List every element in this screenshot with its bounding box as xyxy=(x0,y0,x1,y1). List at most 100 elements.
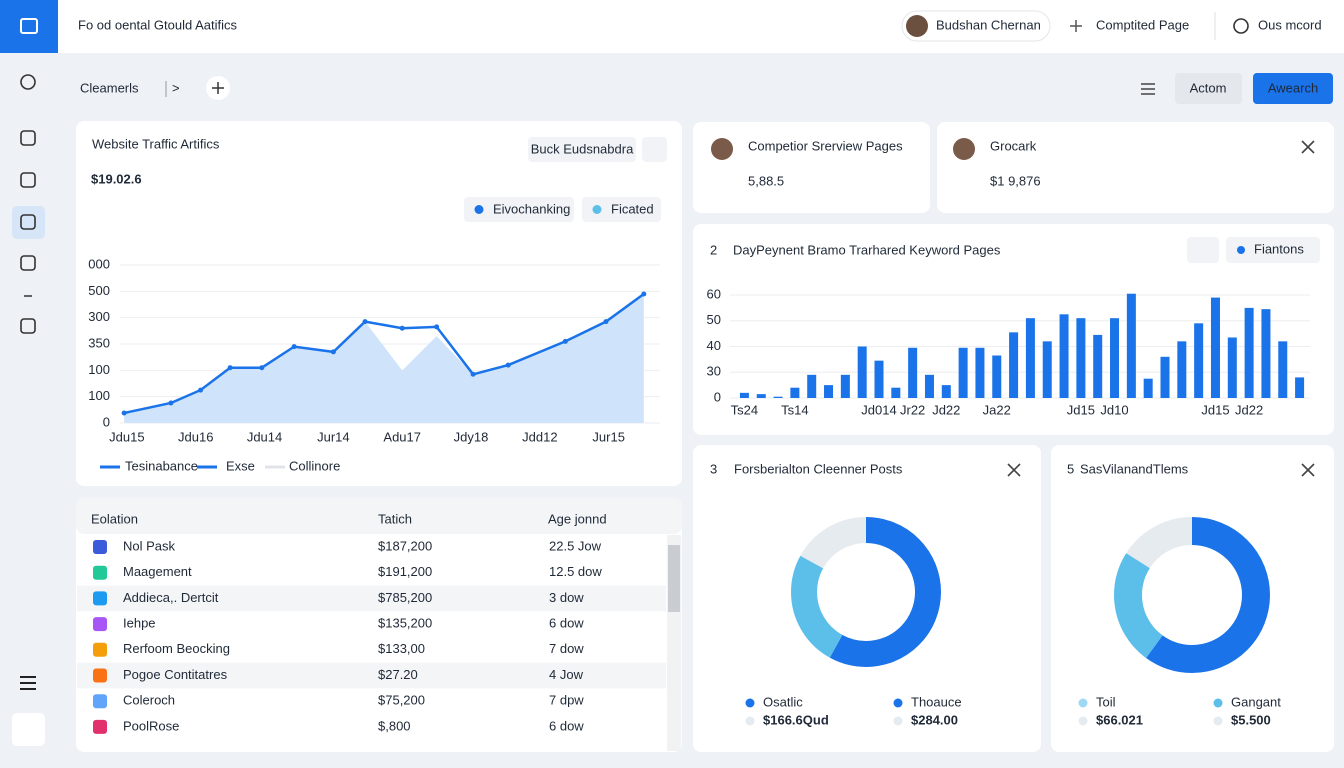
user-pill[interactable] xyxy=(901,10,1051,42)
nav-icon[interactable] xyxy=(20,172,36,188)
card-value: $1 9,876 xyxy=(990,173,1041,188)
cell: Addieca,. Dertcit xyxy=(123,590,219,605)
button-primary[interactable] xyxy=(1253,73,1333,104)
nav-icon[interactable] xyxy=(20,74,36,90)
close-button[interactable] xyxy=(1301,463,1315,477)
bar xyxy=(1177,341,1187,398)
cell: Nol Pask xyxy=(123,538,176,553)
cell: $,800 xyxy=(378,718,411,733)
legend-dot xyxy=(592,205,602,214)
row-highlight xyxy=(77,662,666,689)
cell: 3 dow xyxy=(549,590,584,605)
x-tick-label: Jd014 xyxy=(861,402,896,417)
button[interactable] xyxy=(528,137,636,162)
legend-label: Gangant xyxy=(1231,694,1281,709)
nav-icon[interactable] xyxy=(20,318,36,334)
bar xyxy=(1143,378,1153,398)
row-highlight xyxy=(77,585,666,612)
legend-pill[interactable] xyxy=(464,197,574,222)
button[interactable] xyxy=(1175,73,1242,104)
button-label[interactable]: Awearch xyxy=(1268,80,1318,95)
y-tick-label: 0 xyxy=(103,414,110,429)
bar xyxy=(739,392,749,398)
icon-button[interactable] xyxy=(1187,237,1219,263)
card-title: Website Traffic Artifics xyxy=(92,136,220,151)
list-icon[interactable] xyxy=(1141,83,1155,95)
bar xyxy=(807,374,817,398)
y-tick-label: 000 xyxy=(88,256,110,271)
bar xyxy=(1160,356,1170,398)
card xyxy=(693,224,1334,435)
expand-button[interactable] xyxy=(642,137,667,162)
nav-bottom[interactable] xyxy=(12,713,45,746)
card-value: $19.02.6 xyxy=(91,171,142,186)
row-icon xyxy=(93,540,107,554)
button-label[interactable]: Actom xyxy=(1190,80,1227,95)
y-tick-label: 300 xyxy=(88,309,110,324)
menu-icon[interactable] xyxy=(20,676,36,690)
avatar xyxy=(906,15,928,37)
cell: Coleroch xyxy=(123,693,175,708)
legend-pill[interactable] xyxy=(1226,237,1320,263)
bar xyxy=(1009,332,1019,398)
bar xyxy=(992,355,1002,398)
nav-icon[interactable] xyxy=(20,130,36,146)
table-header xyxy=(76,498,682,534)
bar xyxy=(941,385,951,398)
y-tick-label: 0 xyxy=(714,389,721,404)
row-icon xyxy=(93,565,107,580)
card xyxy=(76,121,682,486)
legend-label: Exse xyxy=(226,458,255,473)
cell: $135,200 xyxy=(378,616,432,631)
legend-dot xyxy=(1213,716,1223,726)
bar xyxy=(1093,334,1103,398)
bar xyxy=(1210,297,1220,398)
nav-icon[interactable] xyxy=(20,214,36,230)
bar xyxy=(1194,323,1204,398)
legend-label: $166.6Qud xyxy=(763,712,829,727)
bar xyxy=(824,385,834,398)
bar xyxy=(908,347,918,398)
legend-pill[interactable] xyxy=(582,197,661,222)
action-link[interactable]: Comptited Page xyxy=(1096,17,1189,32)
nav-selected xyxy=(12,206,45,239)
y-tick-label: 60 xyxy=(707,286,721,301)
legend-label: Toil xyxy=(1096,694,1116,709)
bar xyxy=(924,374,934,398)
scroll-thumb[interactable] xyxy=(668,545,680,612)
x-tick-label: Adu17 xyxy=(383,429,421,444)
bar xyxy=(874,360,884,398)
card xyxy=(76,498,682,752)
x-tick-label: Jur14 xyxy=(317,429,350,444)
app-title: Fo od oental Gtould Aatifics xyxy=(78,17,237,32)
nav-icon[interactable] xyxy=(20,255,36,271)
point xyxy=(291,344,297,350)
bar xyxy=(958,347,968,398)
x-tick-label: Jr22 xyxy=(900,402,925,417)
header xyxy=(0,0,1344,53)
record-link[interactable]: Ous mcord xyxy=(1258,17,1322,32)
legend-dot xyxy=(1213,698,1223,708)
bar xyxy=(1042,341,1052,398)
bar xyxy=(1227,337,1237,398)
point xyxy=(562,338,568,344)
legend-dot xyxy=(474,205,484,214)
bar xyxy=(1025,318,1035,398)
card xyxy=(693,445,1041,752)
logo-icon xyxy=(20,18,38,34)
point xyxy=(434,324,440,330)
close-button[interactable] xyxy=(1301,140,1315,154)
bar xyxy=(1076,318,1086,398)
donut-segment xyxy=(1114,517,1270,673)
point xyxy=(330,349,336,355)
legend-label: $5.500 xyxy=(1231,712,1271,727)
x-tick-label: Ts14 xyxy=(781,402,808,417)
cell: $133,00 xyxy=(378,641,425,656)
legend-label: Tesinabance xyxy=(125,458,198,473)
bar xyxy=(1244,307,1254,398)
close-button[interactable] xyxy=(1007,463,1021,477)
card-title: SasVilanandTlems xyxy=(1080,461,1189,476)
legend-dot xyxy=(745,698,755,708)
